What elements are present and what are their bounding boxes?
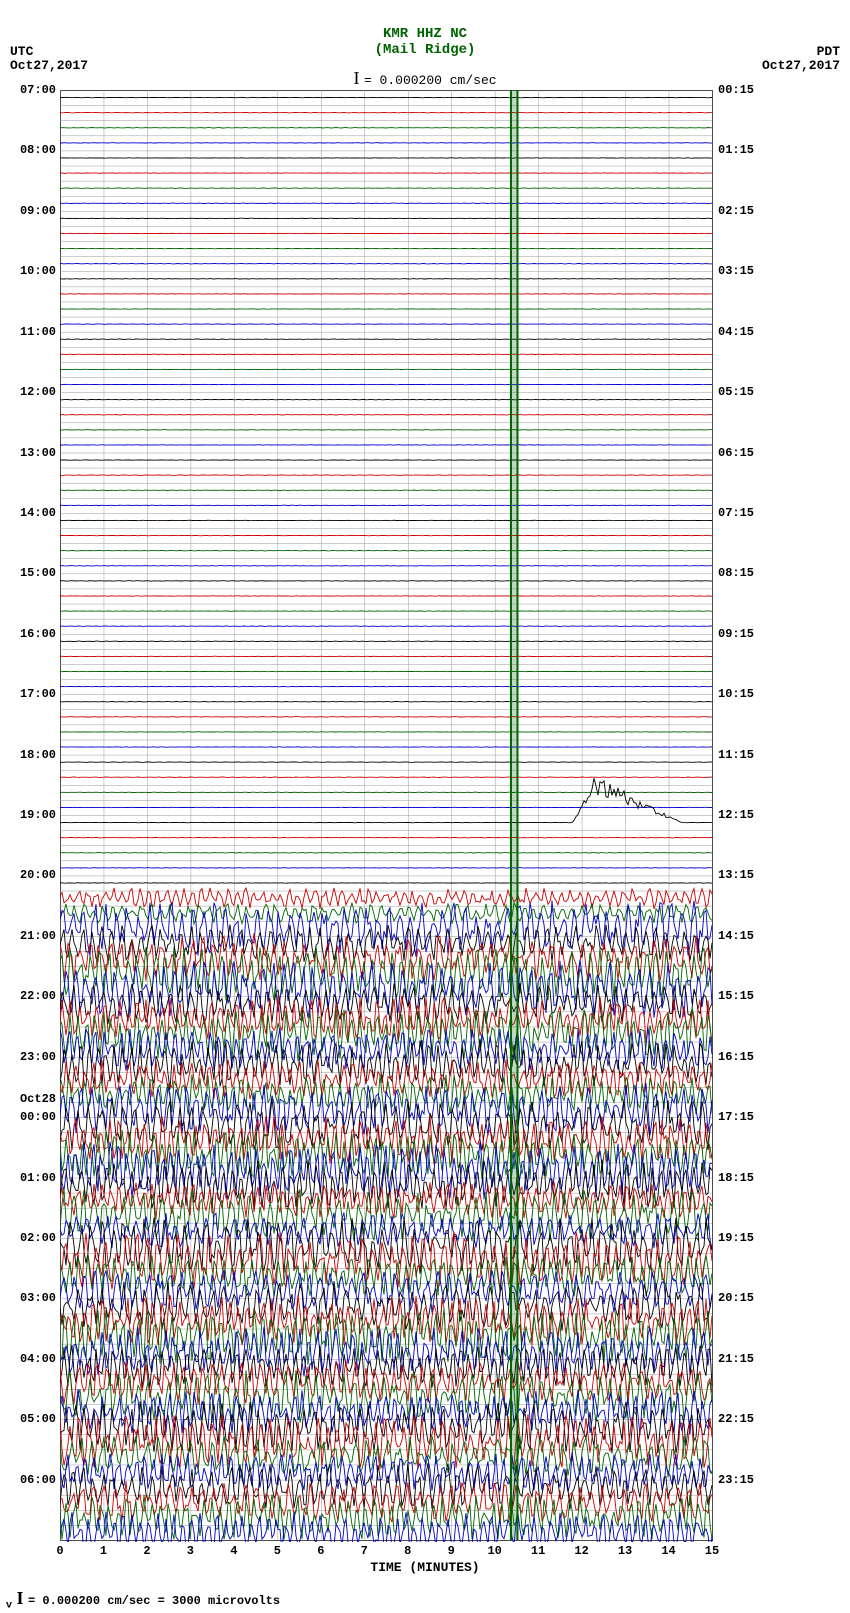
ytick-left: 19:00 — [6, 808, 56, 822]
ytick-left: 10:00 — [6, 264, 56, 278]
ytick-right: 00:15 — [718, 83, 778, 97]
ytick-right: 19:15 — [718, 1231, 778, 1245]
scale-bar-text: = 0.000200 cm/sec — [364, 73, 497, 88]
ytick-left: 09:00 — [6, 204, 56, 218]
tz-right: PDT — [817, 44, 840, 59]
ytick-left: 23:00 — [6, 1050, 56, 1064]
ytick-right: 17:15 — [718, 1110, 778, 1124]
ytick-left: 11:00 — [6, 325, 56, 339]
ytick-left: 16:00 — [6, 627, 56, 641]
ytick-left: 05:00 — [6, 1412, 56, 1426]
ytick-right: 01:15 — [718, 143, 778, 157]
ytick-right: 20:15 — [718, 1291, 778, 1305]
xtick: 10 — [480, 1544, 510, 1558]
ytick-right: 15:15 — [718, 989, 778, 1003]
tz-left: UTC — [10, 44, 33, 59]
ytick-left: 17:00 — [6, 687, 56, 701]
ytick-right: 13:15 — [718, 868, 778, 882]
ytick-left: 21:00 — [6, 929, 56, 943]
xtick: 13 — [610, 1544, 640, 1558]
ytick-left: 07:00 — [6, 83, 56, 97]
ytick-left: 06:00 — [6, 1473, 56, 1487]
xtick: 15 — [697, 1544, 727, 1558]
ytick-left: Oct28 — [6, 1092, 56, 1106]
ytick-right: 21:15 — [718, 1352, 778, 1366]
ytick-right: 14:15 — [718, 929, 778, 943]
ytick-left: 14:00 — [6, 506, 56, 520]
ytick-left: 18:00 — [6, 748, 56, 762]
ytick-right: 22:15 — [718, 1412, 778, 1426]
ytick-right: 18:15 — [718, 1171, 778, 1185]
ytick-right: 06:15 — [718, 446, 778, 460]
date-left: Oct27,2017 — [10, 58, 88, 73]
ytick-left: 15:00 — [6, 566, 56, 580]
xtick: 7 — [349, 1544, 379, 1558]
footer-scale: v I = 0.000200 cm/sec = 3000 microvolts — [6, 1588, 280, 1611]
xtick: 9 — [436, 1544, 466, 1558]
xtick: 14 — [654, 1544, 684, 1558]
station-name: (Mail Ridge) — [0, 42, 850, 58]
xtick: 1 — [88, 1544, 118, 1558]
ytick-left: 02:00 — [6, 1231, 56, 1245]
ytick-right: 04:15 — [718, 325, 778, 339]
ytick-left: 13:00 — [6, 446, 56, 460]
ytick-right: 05:15 — [718, 385, 778, 399]
xtick: 11 — [523, 1544, 553, 1558]
ytick-right: 02:15 — [718, 204, 778, 218]
xtick: 6 — [306, 1544, 336, 1558]
date-right: Oct27,2017 — [762, 58, 840, 73]
ytick-left: 12:00 — [6, 385, 56, 399]
ytick-right: 12:15 — [718, 808, 778, 822]
scale-bar-icon: I — [353, 68, 364, 88]
ytick-left: 00:00 — [6, 1110, 56, 1124]
ytick-right: 11:15 — [718, 748, 778, 762]
ytick-right: 09:15 — [718, 627, 778, 641]
ytick-right: 03:15 — [718, 264, 778, 278]
seismogram-page: KMR HHZ NC (Mail Ridge) I = 0.000200 cm/… — [0, 0, 850, 1613]
xaxis-label: TIME (MINUTES) — [0, 1560, 850, 1575]
ytick-left: 01:00 — [6, 1171, 56, 1185]
ytick-left: 08:00 — [6, 143, 56, 157]
ytick-right: 07:15 — [718, 506, 778, 520]
ytick-left: 20:00 — [6, 868, 56, 882]
footer-text: = 0.000200 cm/sec = 3000 microvolts — [28, 1594, 280, 1608]
xtick: 2 — [132, 1544, 162, 1558]
ytick-right: 08:15 — [718, 566, 778, 580]
xtick: 8 — [393, 1544, 423, 1558]
ytick-left: 04:00 — [6, 1352, 56, 1366]
xtick: 0 — [45, 1544, 75, 1558]
ytick-right: 10:15 — [718, 687, 778, 701]
xtick: 12 — [567, 1544, 597, 1558]
ytick-left: 03:00 — [6, 1291, 56, 1305]
ytick-right: 16:15 — [718, 1050, 778, 1064]
xtick: 3 — [175, 1544, 205, 1558]
ytick-left: 22:00 — [6, 989, 56, 1003]
xtick: 4 — [219, 1544, 249, 1558]
ytick-right: 23:15 — [718, 1473, 778, 1487]
station-code: KMR HHZ NC — [0, 26, 850, 42]
seismogram-chart — [60, 90, 714, 1542]
xtick: 5 — [262, 1544, 292, 1558]
